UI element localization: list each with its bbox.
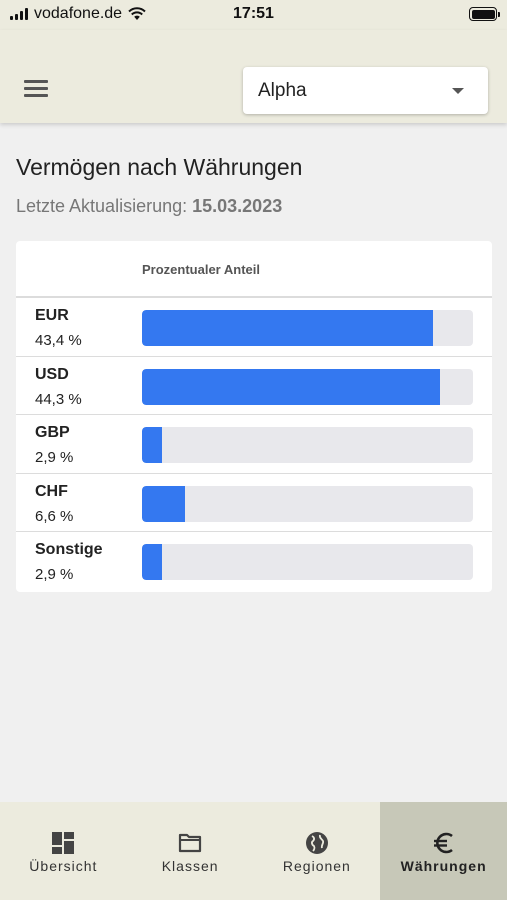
table-header: Prozentualer Anteil: [16, 241, 492, 298]
portfolio-select[interactable]: Alpha: [243, 67, 488, 114]
tab-klassen[interactable]: Klassen: [127, 802, 254, 900]
currency-percent: 43,4 %: [35, 332, 82, 349]
tab-regionen[interactable]: Regionen: [254, 802, 381, 900]
wifi-icon: [128, 7, 146, 20]
share-bar: [142, 427, 162, 464]
share-bar: [142, 368, 440, 405]
globe-icon: [305, 832, 328, 854]
share-bar: [142, 310, 433, 346]
currency-percent: 6,6 %: [35, 507, 74, 525]
hamburger-menu-icon[interactable]: [24, 80, 48, 98]
carrier-name: vodafone.de: [34, 5, 123, 22]
dashboard-icon: [52, 832, 75, 854]
currency-percent: 2,9 %: [35, 449, 74, 467]
share-bar: [142, 544, 162, 581]
share-bar-track: [142, 485, 473, 522]
currency-name: Sonstige: [35, 541, 103, 559]
tab-label: Klassen: [161, 858, 219, 874]
share-bar-track: [142, 310, 473, 346]
folder-icon: [179, 833, 202, 853]
share-bar-track: [142, 544, 473, 581]
table-row: Sonstige 2,9 %: [16, 532, 492, 591]
table-row: EUR 43,4 %: [16, 298, 492, 357]
table-row: CHF 6,6 %: [16, 474, 492, 533]
column-header-share: Prozentualer Anteil: [142, 262, 260, 277]
tab-uebersicht[interactable]: Übersicht: [0, 802, 127, 900]
tab-label: Übersicht: [29, 858, 98, 874]
share-bar: [142, 485, 185, 522]
tab-waehrungen[interactable]: Währungen: [380, 802, 507, 900]
last-update-date: 15.03.2023: [192, 196, 283, 216]
dropdown-caret-icon: [452, 88, 464, 94]
last-update: Letzte Aktualisierung: 15.03.2023: [16, 196, 282, 217]
share-bar-track: [142, 427, 473, 464]
share-bar-track: [142, 368, 473, 405]
carrier-info: vodafone.de: [10, 5, 146, 23]
currency-name: CHF: [35, 482, 68, 500]
battery-icon: [469, 7, 500, 21]
table-row: USD 44,3 %: [16, 357, 492, 416]
currency-percent: 44,3 %: [35, 390, 82, 408]
euro-icon: [433, 832, 453, 854]
status-bar: vodafone.de 17:51: [0, 0, 507, 30]
currency-name: USD: [35, 365, 69, 383]
bottom-tab-bar: Übersicht Klassen Regionen Währungen: [0, 802, 507, 900]
clock: 17:51: [233, 5, 274, 22]
page-title: Vermögen nach Währungen: [16, 154, 303, 180]
tab-label: Regionen: [282, 858, 351, 874]
tab-label: Währungen: [400, 858, 487, 874]
currency-percent: 2,9 %: [35, 566, 74, 584]
currency-name: GBP: [35, 424, 70, 442]
currency-name: EUR: [35, 307, 69, 324]
last-update-label: Letzte Aktualisierung:: [16, 196, 188, 216]
app-bar: Alpha: [0, 30, 507, 123]
portfolio-select-value: Alpha: [258, 80, 307, 101]
table-row: GBP 2,9 %: [16, 415, 492, 474]
signal-icon: [10, 8, 28, 20]
currency-table: Prozentualer Anteil EUR 43,4 % USD 44,3 % GB…: [16, 241, 492, 592]
